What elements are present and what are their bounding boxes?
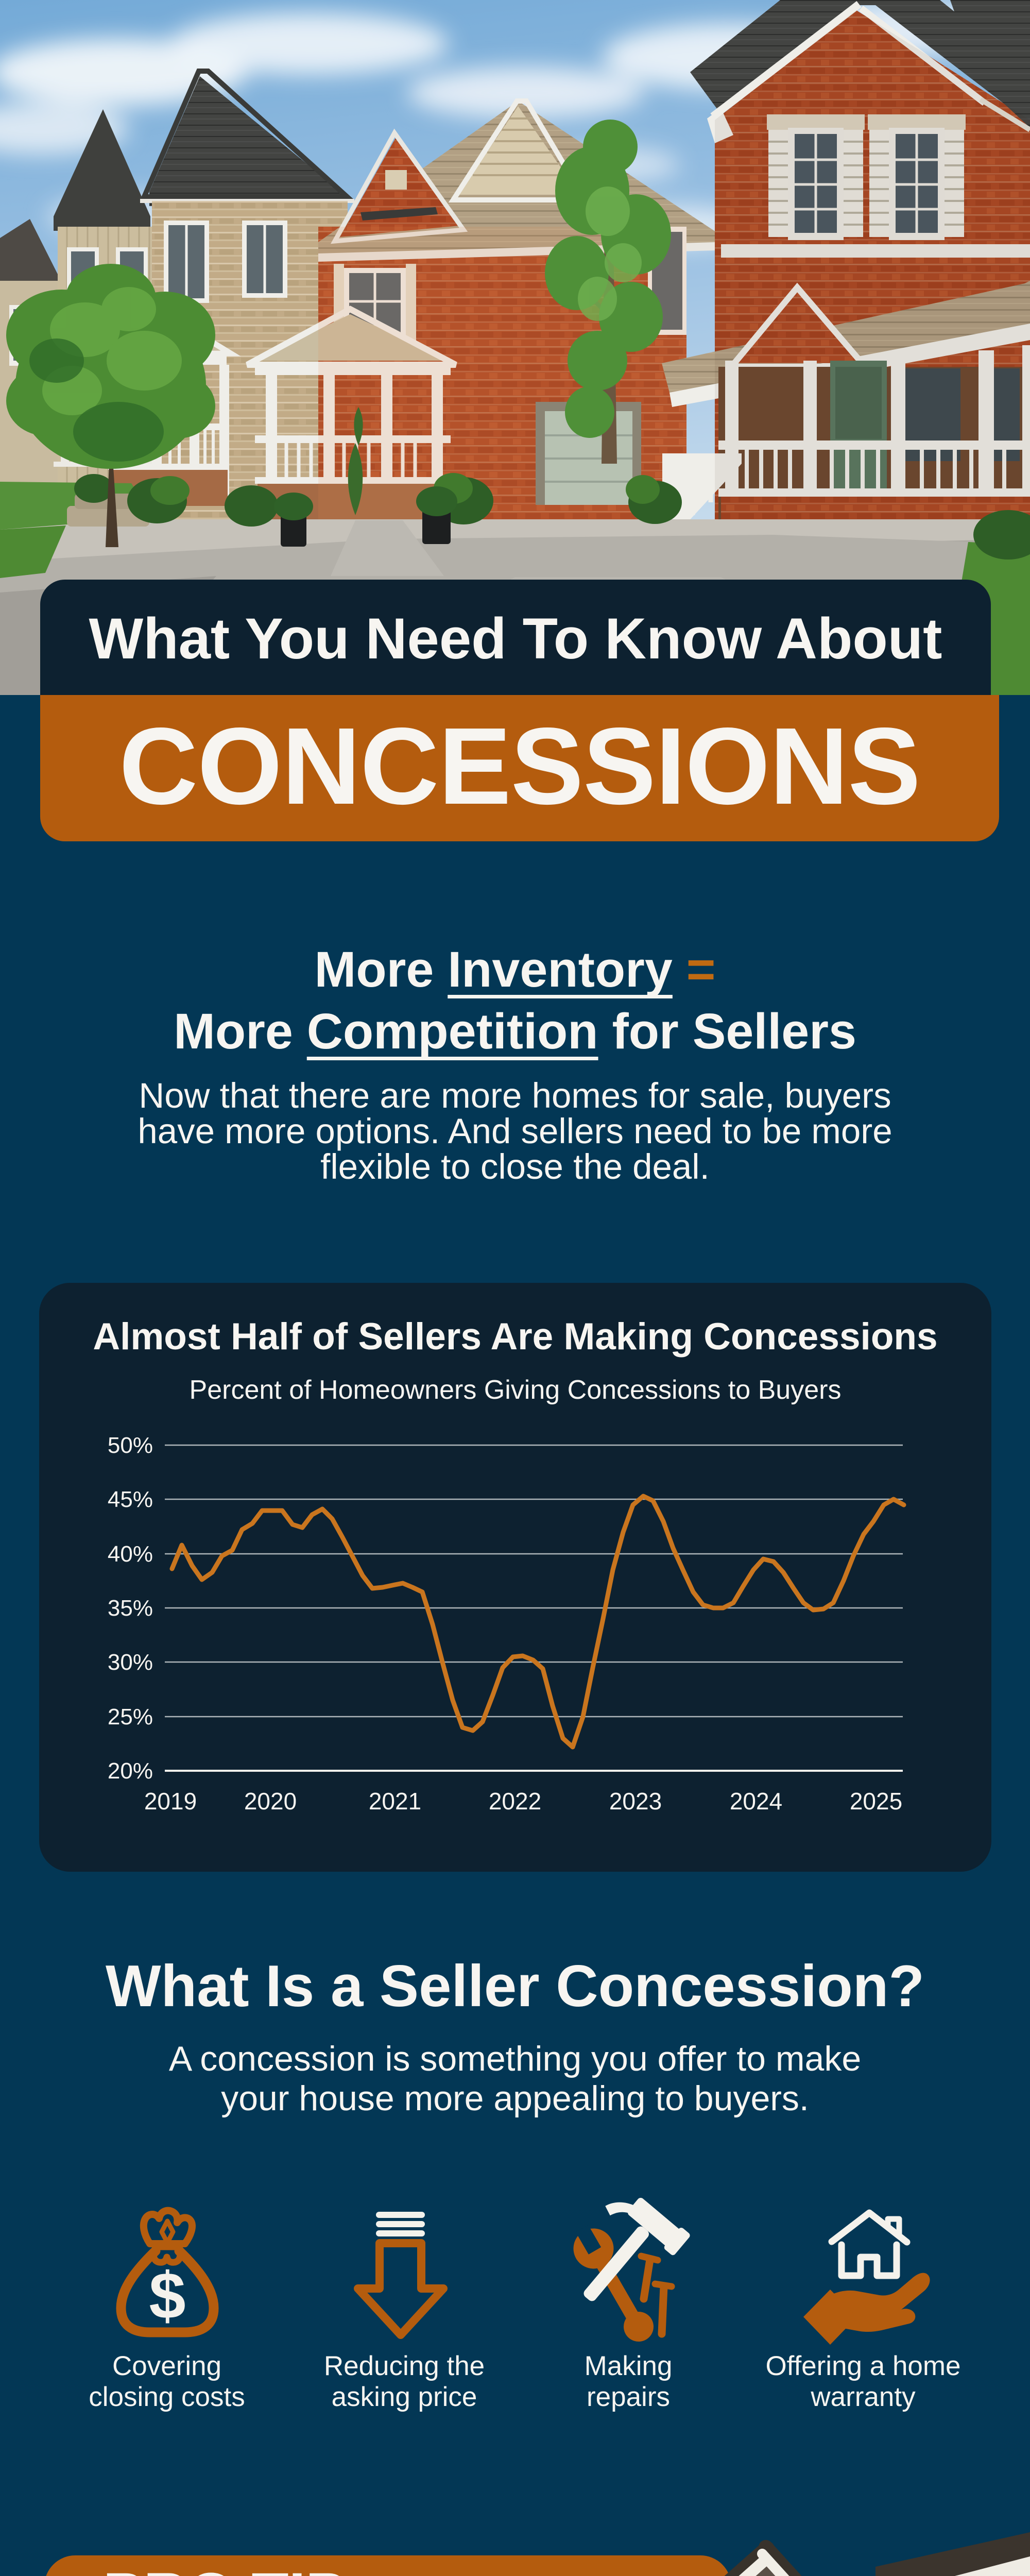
svg-text:2019: 2019: [144, 1788, 197, 1815]
svg-text:35%: 35%: [108, 1596, 153, 1621]
svg-text:25%: 25%: [108, 1704, 153, 1730]
svg-text:2021: 2021: [369, 1788, 421, 1815]
svg-text:45%: 45%: [108, 1487, 153, 1512]
svg-text:2025: 2025: [850, 1788, 902, 1815]
svg-text:30%: 30%: [108, 1650, 153, 1675]
svg-text:40%: 40%: [108, 1541, 153, 1567]
svg-text:2022: 2022: [489, 1788, 541, 1815]
svg-text:20%: 20%: [108, 1758, 153, 1784]
svg-text:2020: 2020: [244, 1788, 297, 1815]
svg-text:50%: 50%: [108, 1433, 153, 1458]
svg-text:$: $: [149, 2259, 185, 2333]
svg-text:2024: 2024: [730, 1788, 782, 1815]
svg-text:2023: 2023: [609, 1788, 662, 1815]
